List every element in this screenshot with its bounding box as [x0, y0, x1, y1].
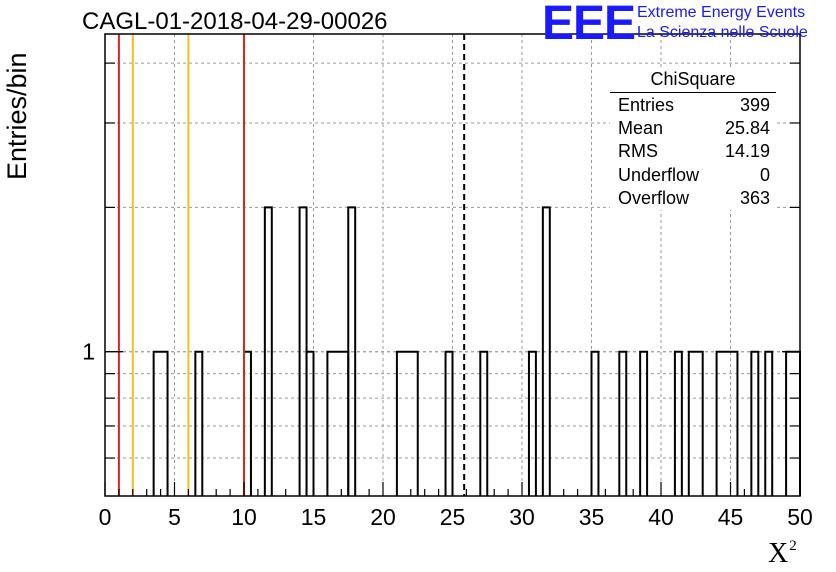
- x-tick-label: 0: [99, 504, 112, 530]
- histogram-bars: [154, 207, 800, 496]
- x-tick-label: 25: [440, 504, 466, 530]
- eee-logo: EEE: [542, 0, 635, 48]
- stats-label: Mean: [618, 117, 663, 140]
- stats-title: ChiSquare: [610, 68, 776, 93]
- stats-row-entries: Entries 399: [610, 94, 776, 117]
- logo-caption: Extreme Energy Events La Scienza nelle S…: [637, 3, 808, 43]
- stats-value: 14.19: [725, 140, 770, 163]
- x-tick-label: 20: [370, 504, 396, 530]
- x-tick-label: 45: [718, 504, 744, 530]
- x-axis-label: X2: [768, 538, 797, 570]
- stats-row-rms: RMS 14.19: [610, 140, 776, 163]
- stats-value: 0: [760, 164, 770, 187]
- stats-value: 399: [740, 94, 770, 117]
- chart-title: CAGL-01-2018-04-29-00026: [82, 8, 388, 36]
- y-axis-label: Entries/bin: [2, 52, 33, 180]
- logo-line-1: Extreme Energy Events: [637, 3, 808, 23]
- x-tick-label: 5: [168, 504, 181, 530]
- stats-box: ChiSquare Entries 399 Mean 25.84 RMS 14.19 …: [610, 68, 776, 210]
- stats-label: Entries: [618, 94, 674, 117]
- logo-line-2: La Scienza nelle Scuole: [637, 23, 808, 43]
- stats-row-mean: Mean 25.84: [610, 117, 776, 140]
- y-tick-label: 1: [82, 339, 95, 365]
- stats-value: 363: [740, 187, 770, 210]
- stats-label: Overflow: [618, 187, 689, 210]
- x-tick-label: 35: [579, 504, 605, 530]
- x-tick-label: 50: [787, 504, 813, 530]
- x-axis-ticks: 0 5 10 15 20 25 30 35 40 45 50: [99, 482, 813, 530]
- reference-lines: [119, 34, 464, 496]
- x-axis-label-exponent: 2: [789, 538, 797, 554]
- x-axis-label-base: X: [768, 538, 788, 569]
- x-tick-label: 10: [231, 504, 257, 530]
- x-tick-label: 30: [509, 504, 535, 530]
- stats-label: RMS: [618, 140, 658, 163]
- stats-label: Underflow: [618, 164, 699, 187]
- x-tick-label: 40: [648, 504, 674, 530]
- stats-value: 25.84: [725, 117, 770, 140]
- stats-row-overflow: Overflow 363: [610, 187, 776, 210]
- stats-row-underflow: Underflow 0: [610, 164, 776, 187]
- x-tick-label: 15: [301, 504, 327, 530]
